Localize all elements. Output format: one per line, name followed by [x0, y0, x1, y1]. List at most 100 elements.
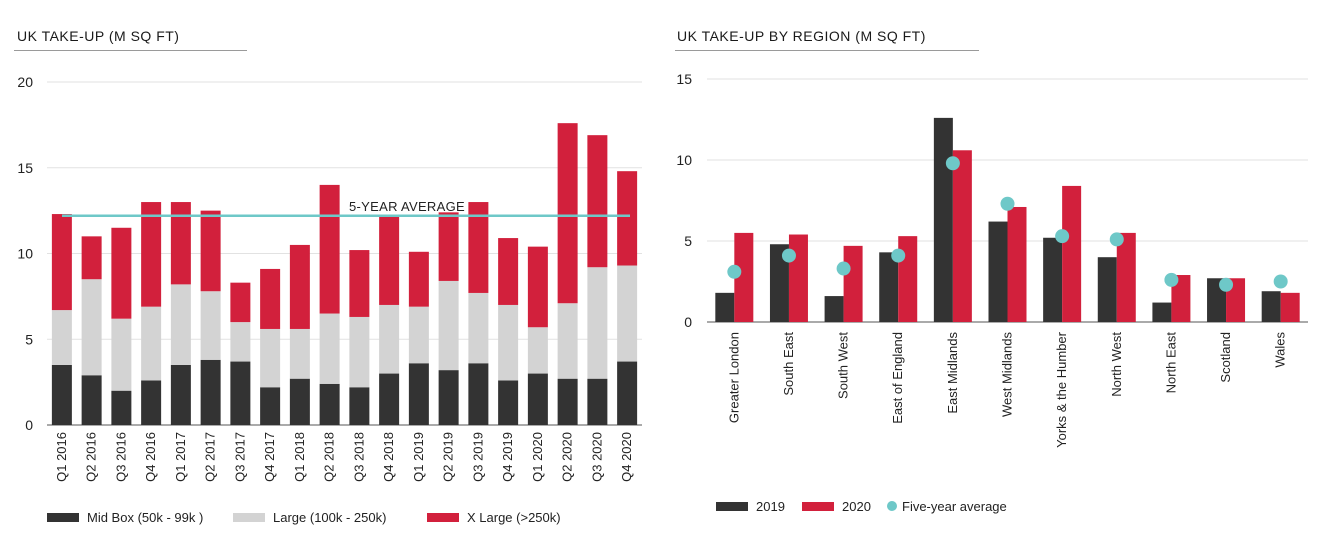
left-bar-segment-3 [230, 282, 251, 323]
right-category-label: Greater London [726, 332, 741, 423]
right-category-label: Scotland [1218, 332, 1233, 383]
left-bar-segment-1 [319, 383, 340, 425]
right-bar-2019 [1097, 257, 1117, 322]
right-bar-2020 [1171, 275, 1191, 322]
five-year-average-point [781, 248, 796, 263]
right-bar-2019 [1043, 237, 1063, 322]
right-bar-2020 [1062, 185, 1082, 322]
left-bar-segment-2 [141, 306, 162, 381]
right-category-label: Yorks & the Humber [1054, 331, 1069, 448]
left-bar-segment-2 [170, 284, 191, 365]
right-bar-2020 [1280, 292, 1300, 322]
left-category-label: Q1 2018 [292, 432, 307, 482]
right-y-tick-label: 10 [676, 152, 692, 168]
left-bar-segment-3 [111, 227, 132, 319]
left-category-label: Q3 2018 [351, 432, 366, 482]
left-legend-swatch [233, 513, 265, 522]
right-bar-2019 [988, 221, 1008, 322]
five-year-average-point [945, 156, 960, 171]
left-bar-segment-1 [81, 375, 102, 425]
right-bar-2020 [1007, 206, 1027, 322]
left-category-label: Q2 2016 [84, 432, 99, 482]
five-year-average-point [1055, 229, 1070, 244]
left-bar-segment-1 [408, 363, 429, 425]
left-bar-segment-3 [141, 202, 162, 307]
left-bar-segment-3 [170, 202, 191, 285]
left-category-label: Q2 2019 [441, 432, 456, 482]
five-year-average-point [836, 261, 851, 276]
left-category-label: Q4 2019 [500, 432, 515, 482]
left-bar-segment-3 [81, 236, 102, 280]
left-y-tick-label: 15 [17, 160, 33, 176]
left-bar-segment-1 [141, 380, 162, 425]
left-bar-segment-1 [498, 380, 519, 425]
left-category-label: Q3 2019 [470, 432, 485, 482]
left-bar-segment-1 [379, 373, 400, 425]
right-bar-2020 [788, 234, 808, 322]
five-year-average-point [727, 264, 742, 279]
left-bar-segment-1 [468, 363, 489, 425]
left-bar-segment-1 [349, 387, 370, 425]
left-bar-segment-2 [81, 279, 102, 376]
left-bar-segment-1 [289, 378, 310, 425]
left-bar-segment-1 [260, 387, 281, 425]
left-bar-segment-1 [557, 378, 578, 425]
left-bar-segment-2 [379, 304, 400, 374]
five-year-average-point [1273, 274, 1288, 289]
left-bar-segment-1 [170, 364, 191, 425]
left-category-label: Q1 2016 [54, 432, 69, 482]
five-year-average-point [1000, 196, 1015, 211]
right-category-label: South East [781, 332, 796, 396]
left-bar-segment-3 [408, 251, 429, 307]
left-category-label: Q1 2017 [173, 432, 188, 482]
left-bar-segment-3 [51, 214, 72, 311]
left-bar-segment-1 [111, 390, 132, 425]
left-bar-segment-3 [587, 135, 608, 268]
right-category-label: North East [1163, 332, 1178, 394]
right-bar-2019 [824, 296, 844, 322]
right-title-rule [675, 50, 979, 51]
right-category-label: North West [1109, 332, 1124, 397]
left-category-label: Q4 2020 [619, 432, 634, 482]
right-legend-label: 2019 [756, 499, 785, 514]
left-legend-label: Mid Box (50k - 99k ) [87, 510, 203, 525]
left-bar-segment-3 [289, 244, 310, 329]
right-chart-title: UK TAKE-UP BY REGION (M SQ FT) [677, 28, 926, 44]
left-bar-segment-3 [617, 171, 638, 266]
left-legend-label: Large (100k - 250k) [273, 510, 386, 525]
right-bar-2020 [843, 245, 863, 322]
right-category-label: East Midlands [945, 332, 960, 414]
left-bar-segment-2 [498, 304, 519, 381]
right-bar-2020 [1116, 232, 1136, 322]
left-bar-segment-2 [617, 265, 638, 362]
right-bar-2019 [879, 252, 899, 322]
left-category-label: Q1 2020 [530, 432, 545, 482]
left-bar-segment-3 [527, 246, 548, 328]
left-bar-segment-2 [51, 310, 72, 365]
left-bar-segment-2 [438, 280, 459, 371]
left-bar-segment-3 [379, 215, 400, 305]
left-title-rule [14, 50, 247, 51]
left-bar-segment-1 [230, 361, 251, 425]
right-bar-2019 [933, 117, 953, 322]
five-year-average-point [1109, 232, 1124, 247]
right-legend-swatch-2019 [716, 502, 748, 511]
right-legend-label: 2020 [842, 499, 871, 514]
left-bar-segment-1 [527, 373, 548, 425]
left-category-label: Q4 2016 [143, 432, 158, 482]
right-legend-label: Five-year average [902, 499, 1007, 514]
left-legend-swatch [427, 513, 459, 522]
left-category-label: Q2 2018 [322, 432, 337, 482]
right-bar-2019 [769, 244, 789, 322]
left-bar-segment-3 [498, 238, 519, 305]
left-bar-segment-2 [319, 313, 340, 384]
right-bar-2020 [952, 150, 972, 322]
left-category-label: Q2 2017 [203, 432, 218, 482]
left-bar-segment-2 [587, 267, 608, 379]
right-category-label: West Midlands [1000, 332, 1015, 418]
left-y-tick-label: 10 [17, 246, 33, 262]
right-bar-2019 [1152, 302, 1172, 322]
left-bar-segment-1 [587, 378, 608, 425]
left-bar-segment-1 [51, 364, 72, 425]
left-bar-segment-2 [111, 318, 132, 391]
